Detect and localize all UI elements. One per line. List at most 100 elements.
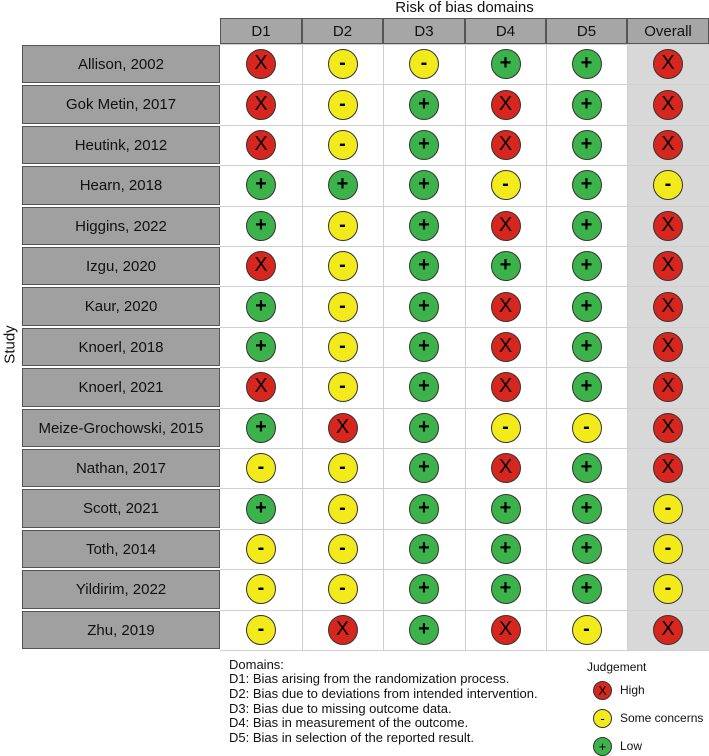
judgement-low-marker: + bbox=[246, 493, 276, 524]
column-header-d2: D2 bbox=[302, 18, 383, 44]
judgement-low-marker: + bbox=[490, 251, 521, 282]
judgement-low-marker: + bbox=[571, 49, 602, 80]
grid-hline bbox=[220, 407, 709, 409]
judgement-low-marker: + bbox=[409, 251, 439, 282]
judgement-low-marker: + bbox=[409, 291, 439, 322]
grid-vline bbox=[546, 44, 547, 650]
judgement-some-marker: - bbox=[327, 49, 358, 80]
judgement-some-marker: - bbox=[409, 49, 439, 80]
column-header-d1: D1 bbox=[220, 18, 302, 44]
judgement-some-marker: - bbox=[653, 493, 683, 524]
legend-low-label: Low bbox=[620, 739, 643, 753]
judgement-high-marker: X bbox=[490, 372, 521, 403]
judgement-high-marker: X bbox=[653, 332, 683, 362]
judgement-low-marker: + bbox=[409, 614, 439, 645]
judgement-high-marker: X bbox=[653, 130, 683, 160]
judgement-low-marker: + bbox=[409, 372, 439, 403]
grid-hline bbox=[220, 286, 709, 288]
study-label: Heutink, 2012 bbox=[22, 125, 220, 165]
judgement-low-marker: + bbox=[571, 130, 602, 160]
judgement-low-marker: + bbox=[571, 251, 602, 282]
legend-high-label: High bbox=[620, 683, 645, 697]
judgement-low-marker: + bbox=[571, 291, 602, 322]
grid-vline bbox=[465, 44, 466, 650]
judgement-low-marker: + bbox=[409, 170, 439, 201]
judgement-low-marker: + bbox=[571, 574, 602, 605]
judgement-some-marker: - bbox=[246, 574, 276, 605]
judgement-low-marker: + bbox=[246, 210, 276, 241]
judgement-low-marker: + bbox=[571, 89, 602, 120]
judgement-low-marker: + bbox=[409, 412, 439, 443]
study-label: Gok Metin, 2017 bbox=[22, 85, 220, 124]
judgement-some-marker: - bbox=[490, 170, 521, 201]
judgement-some-marker: - bbox=[327, 574, 358, 605]
judgement-some-marker: - bbox=[327, 534, 358, 564]
judgement-low-marker: + bbox=[571, 170, 602, 201]
grid-hline bbox=[220, 650, 709, 651]
study-label: Hearn, 2018 bbox=[22, 166, 220, 205]
judgement-some-marker: - bbox=[653, 170, 683, 201]
judgement-high-marker: X bbox=[653, 291, 683, 322]
study-label: Nathan, 2017 bbox=[22, 449, 220, 488]
legend-some-marker: - bbox=[593, 709, 612, 728]
judgement-some-marker: - bbox=[246, 614, 276, 645]
domain-description: D4: Bias in measurement of the outcome. bbox=[229, 715, 469, 731]
study-label: Higgins, 2022 bbox=[22, 206, 220, 245]
judgement-low-marker: + bbox=[327, 170, 358, 201]
judgement-some-marker: - bbox=[246, 453, 276, 484]
judgement-low-marker: + bbox=[246, 170, 276, 201]
domain-description: D2: Bias due to deviations from intended… bbox=[229, 685, 538, 701]
judgement-low-marker: + bbox=[490, 493, 521, 524]
study-label: Knoerl, 2018 bbox=[22, 327, 220, 367]
judgement-low-marker: + bbox=[409, 574, 439, 605]
judgement-some-marker: - bbox=[327, 251, 358, 282]
judgement-high-marker: X bbox=[246, 372, 276, 403]
grid-hline bbox=[220, 488, 709, 490]
judgement-high-marker: X bbox=[490, 614, 521, 645]
grid-vline bbox=[383, 44, 384, 650]
judgement-high-marker: X bbox=[653, 453, 683, 484]
judgement-high-marker: X bbox=[246, 89, 276, 120]
legend-high-marker: X bbox=[593, 681, 612, 700]
grid-hline bbox=[220, 569, 709, 571]
judgement-some-marker: - bbox=[327, 332, 358, 362]
judgement-some-marker: - bbox=[571, 412, 602, 443]
study-label: Toth, 2014 bbox=[22, 529, 220, 569]
column-header-d5: D5 bbox=[546, 18, 627, 44]
judgement-low-marker: + bbox=[409, 89, 439, 120]
judgement-high-marker: X bbox=[490, 89, 521, 120]
grid-hline bbox=[220, 165, 709, 167]
judgement-low-marker: + bbox=[409, 493, 439, 524]
grid-hline bbox=[220, 246, 709, 247]
judgement-some-marker: - bbox=[327, 130, 358, 160]
grid-hline bbox=[220, 367, 709, 369]
judgement-low-marker: + bbox=[246, 412, 276, 443]
judgement-some-marker: - bbox=[327, 372, 358, 403]
chart-title: Risk of bias domains bbox=[395, 0, 534, 16]
grid-vline bbox=[302, 44, 303, 650]
judgement-low-marker: + bbox=[490, 574, 521, 605]
study-label: Yildirim, 2022 bbox=[22, 570, 220, 609]
judgement-high-marker: X bbox=[490, 210, 521, 241]
grid-hline bbox=[220, 528, 709, 530]
judgement-some-marker: - bbox=[327, 89, 358, 120]
judgement-high-marker: X bbox=[653, 49, 683, 80]
column-header-d3: D3 bbox=[383, 18, 465, 44]
judgement-low-marker: + bbox=[409, 453, 439, 484]
judgement-some-marker: - bbox=[327, 453, 358, 484]
judgement-high-marker: X bbox=[490, 453, 521, 484]
judgement-low-marker: + bbox=[246, 332, 276, 362]
judgement-low-marker: + bbox=[409, 332, 439, 362]
judgement-some-marker: - bbox=[327, 493, 358, 524]
judgement-high-marker: X bbox=[246, 130, 276, 160]
judgement-some-marker: - bbox=[653, 574, 683, 605]
judgement-high-marker: X bbox=[246, 251, 276, 282]
judgement-high-marker: X bbox=[490, 332, 521, 362]
study-label: Meize-Grochowski, 2015 bbox=[22, 408, 220, 447]
domains-title: Domains: bbox=[229, 657, 284, 672]
grid-hline bbox=[220, 84, 709, 86]
grid-hline bbox=[220, 124, 709, 126]
judgement-high-marker: X bbox=[653, 210, 683, 241]
grid-hline bbox=[220, 448, 709, 449]
legend-some-label: Some concerns bbox=[620, 711, 704, 725]
